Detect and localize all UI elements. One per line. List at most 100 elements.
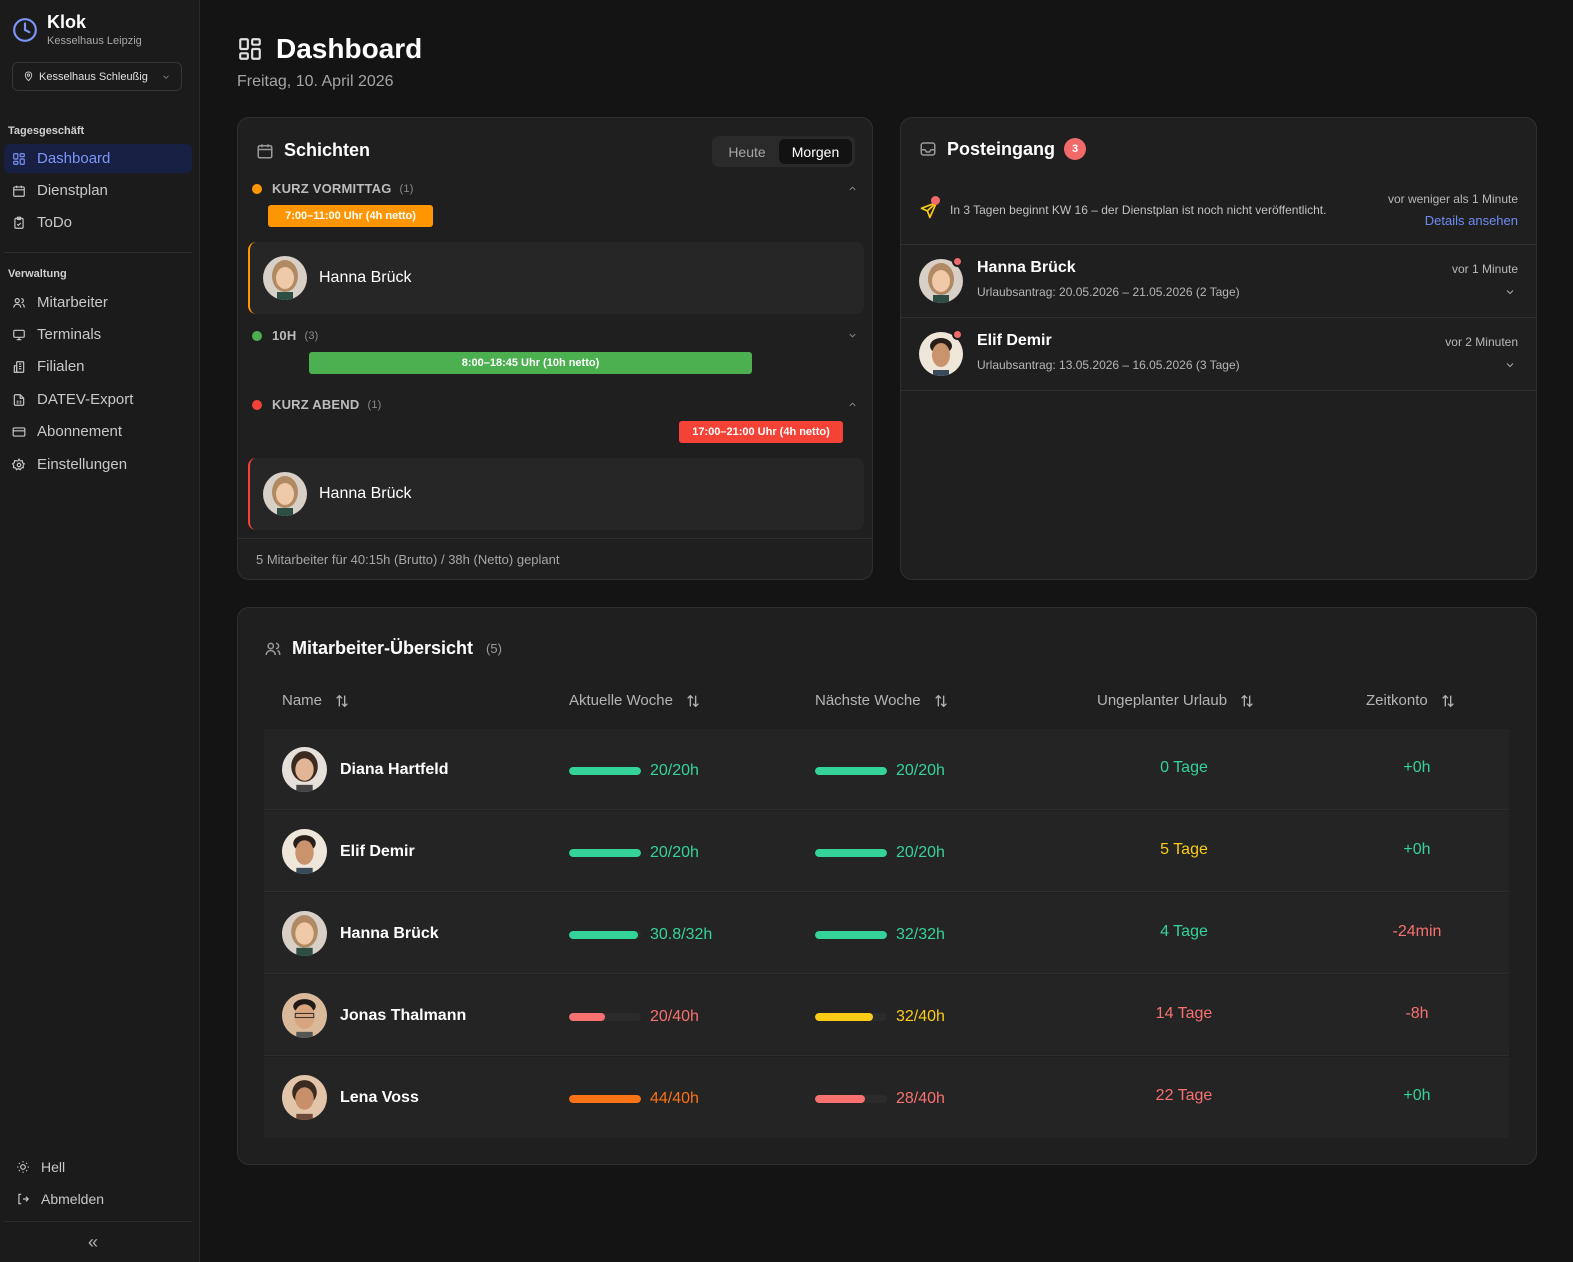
current-week-progress: 44/40h [569, 1090, 699, 1108]
shift-group-kurz-vormittag[interactable]: KURZ VORMITTAG (1) [252, 181, 858, 196]
tab-morgen[interactable]: Morgen [779, 139, 852, 164]
sidebar-item-label: Dienstplan [37, 182, 108, 199]
vacation-value: 22 Tage [1155, 1087, 1213, 1104]
chevron-up-icon[interactable] [847, 183, 858, 194]
sidebar-item-label: Abonnement [37, 423, 123, 440]
inbox-sender-name: Elif Demir [977, 332, 1052, 349]
status-dot [252, 183, 262, 194]
inbox-time: vor weniger als 1 Minute [1387, 192, 1518, 206]
inbox-title: Posteingang 3 [919, 138, 1087, 160]
map-pin-icon [24, 71, 33, 82]
location-select[interactable]: Kesselhaus Schleußig [12, 62, 182, 91]
building-icon [13, 360, 25, 373]
employee-name: Lena Voss [340, 1088, 419, 1106]
app-title: Klok [47, 12, 87, 32]
current-week-progress: 20/20h [569, 844, 699, 862]
avatar [263, 256, 307, 300]
current-week-progress: 30.8/32h [569, 926, 712, 944]
nav-section-verwaltung: Verwaltung [8, 268, 67, 280]
employee-cell: Lena Voss [282, 1075, 419, 1120]
sidebar-item-dienstplan[interactable]: Dienstplan [4, 176, 192, 205]
vacation-value: 4 Tage [1160, 923, 1208, 940]
next-week-progress: 20/20h [815, 762, 945, 780]
chevron-up-icon[interactable] [847, 399, 858, 410]
employee-name: Hanna Brück [319, 269, 412, 286]
shift-group-name: KURZ ABEND [272, 397, 360, 412]
column-label: Ungeplanter Urlaub [1097, 692, 1228, 709]
file-spreadsheet-icon [13, 393, 25, 406]
sidebar-item-terminals[interactable]: Terminals [4, 320, 192, 349]
table-row[interactable]: Lena Voss 44/40h 28/40h 22 Tage +0h [264, 1057, 1509, 1138]
location-select-value: Kesselhaus Schleußig [39, 70, 148, 83]
page-date: Freitag, 10. April 2026 [237, 73, 394, 90]
inbox-icon [920, 142, 936, 156]
avatar [282, 1075, 327, 1120]
page-header: Dashboard Freitag, 10. April 2026 [237, 33, 422, 91]
employee-name: Elif Demir [340, 842, 415, 860]
sidebar-item-abonnement[interactable]: Abonnement [4, 417, 192, 446]
chevron-down-icon[interactable] [847, 330, 858, 341]
shift-employee-card[interactable]: Hanna Brück [248, 242, 864, 314]
avatar-wrap [919, 256, 963, 303]
employee-cell: Hanna Brück [282, 911, 439, 956]
column-header-time-account[interactable]: Zeitkonto [1366, 692, 1456, 709]
shift-group-10h[interactable]: 10H (3) [252, 328, 858, 343]
sidebar-item-todo[interactable]: ToDo [4, 208, 192, 237]
current-week-value: 20/20h [650, 844, 699, 861]
users-icon [13, 297, 25, 308]
employee-cell: Elif Demir [282, 829, 415, 874]
time-account-value: -24min [1392, 923, 1442, 940]
chevron-down-icon[interactable] [1504, 286, 1516, 298]
collapse-sidebar-button[interactable]: « [88, 1232, 99, 1252]
employee-name: Jonas Thalmann [340, 1006, 467, 1024]
avatar-wrap [919, 329, 963, 376]
theme-toggle-button[interactable]: Hell [8, 1152, 196, 1181]
column-header-next-week[interactable]: Nächste Woche [815, 692, 949, 709]
users-icon [265, 642, 281, 655]
table-row[interactable]: Jonas Thalmann 20/40h 32/40h 14 Tage -8h [264, 975, 1509, 1056]
table-row[interactable]: Hanna Brück 30.8/32h 32/32h 4 Tage -24mi… [264, 893, 1509, 974]
next-week-progress: 28/40h [815, 1090, 945, 1108]
column-header-unplanned-vacation[interactable]: Ungeplanter Urlaub [1097, 692, 1255, 709]
next-week-progress: 32/32h [815, 926, 945, 944]
shift-group-count: (1) [367, 398, 382, 411]
inbox-time: vor 2 Minuten [1445, 335, 1518, 349]
inbox-item-request[interactable]: Elif Demir Urlaubsantrag: 13.05.2026 – 1… [901, 318, 1536, 391]
table-row[interactable]: Diana Hartfeld 20/20h 20/20h 0 Tage +0h [264, 729, 1509, 810]
shift-group-count: (3) [304, 329, 319, 342]
sort-icon [934, 694, 947, 707]
logout-button[interactable]: Abmelden [8, 1184, 196, 1213]
inbox-time: vor 1 Minute [1451, 262, 1518, 276]
chevron-down-icon[interactable] [1504, 359, 1516, 371]
current-week-progress: 20/20h [569, 762, 699, 780]
table-row[interactable]: Elif Demir 20/20h 20/20h 5 Tage +0h [264, 811, 1509, 892]
current-week-progress: 20/40h [569, 1008, 699, 1026]
inbox-card: Posteingang 3 In 3 Tagen beginnt KW 16 –… [900, 117, 1537, 580]
next-week-value: 20/20h [896, 762, 945, 779]
sidebar-item-einstellungen[interactable]: Einstellungen [4, 450, 192, 479]
vacation-value: 0 Tage [1160, 759, 1208, 776]
inbox-request-detail: Urlaubsantrag: 20.05.2026 – 21.05.2026 (… [977, 285, 1240, 299]
unread-dot [952, 256, 963, 267]
shift-group-count: (1) [399, 182, 414, 195]
inbox-item-system[interactable]: In 3 Tagen beginnt KW 16 – der Dienstpla… [901, 178, 1536, 245]
column-header-current-week[interactable]: Aktuelle Woche [569, 692, 701, 709]
avatar [282, 911, 327, 956]
grid-icon [239, 38, 261, 60]
details-link[interactable]: Details ansehen [1424, 213, 1518, 228]
inbox-item-request[interactable]: Hanna Brück Urlaubsantrag: 20.05.2026 – … [901, 245, 1536, 318]
calendar-icon [257, 143, 273, 158]
tab-heute[interactable]: Heute [728, 143, 766, 160]
sidebar-item-filialen[interactable]: Filialen [4, 352, 192, 381]
clock-icon [13, 18, 37, 42]
shifts-title-text: Schichten [284, 140, 371, 160]
shift-group-kurz-abend[interactable]: KURZ ABEND (1) [252, 397, 858, 412]
status-dot [252, 399, 262, 410]
sidebar-item-datev-export[interactable]: DATEV-Export [4, 385, 192, 414]
column-header-name[interactable]: Name [282, 692, 350, 709]
sidebar-item-mitarbeiter[interactable]: Mitarbeiter [4, 288, 192, 317]
shift-employee-card[interactable]: Hanna Brück [248, 458, 864, 530]
sidebar-item-dashboard[interactable]: Dashboard [4, 144, 192, 173]
calendar-icon [13, 185, 25, 197]
vacation-value: 5 Tage [1160, 841, 1208, 858]
